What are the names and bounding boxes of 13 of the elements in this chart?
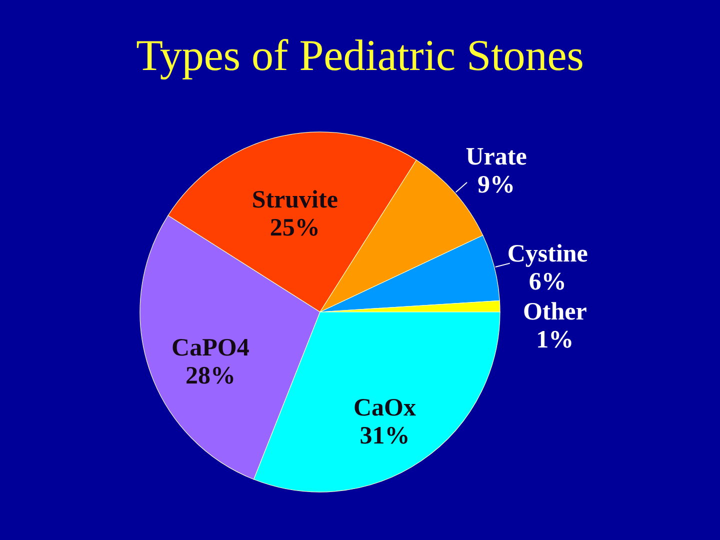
- data-label: 9%: [478, 172, 516, 199]
- slice-label: CaPO4: [172, 334, 250, 362]
- data-label: 31%: [360, 422, 410, 450]
- chart-title: Types of Pediatric Stones: [136, 31, 584, 80]
- data-label: 28%: [185, 362, 236, 390]
- data-label: 6%: [528, 268, 566, 296]
- data-label: 1%: [536, 326, 574, 354]
- slice-label: CaOx: [354, 394, 416, 422]
- slice-label: Cystine: [507, 240, 588, 268]
- slice-label: Struvite: [252, 186, 338, 214]
- slice-label: Other: [522, 298, 587, 326]
- data-label: 25%: [270, 214, 320, 242]
- slice-label: Urate: [466, 144, 527, 171]
